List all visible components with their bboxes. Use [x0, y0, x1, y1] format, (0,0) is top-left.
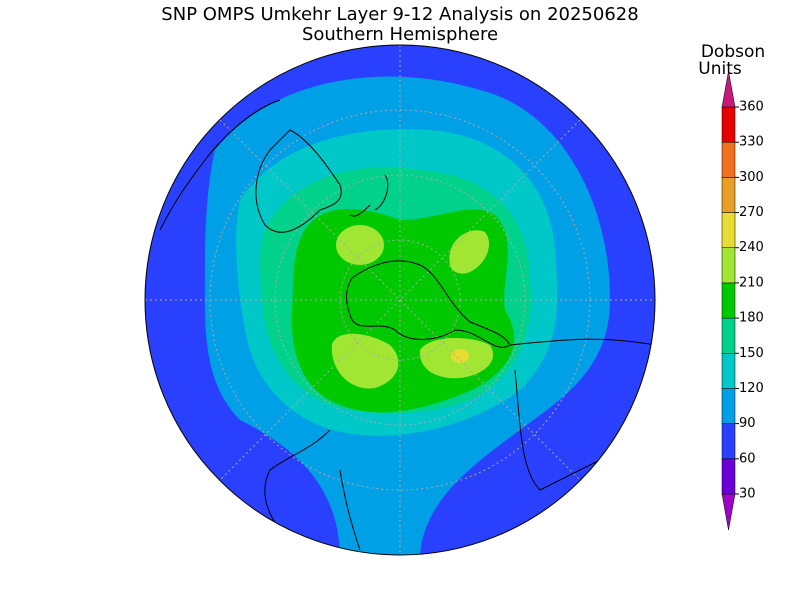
colorbar-tick-label: 30 [739, 487, 756, 502]
colorbar-tick-label: 330 [739, 135, 764, 150]
map [145, 45, 655, 555]
colorbar-segment [721, 353, 736, 389]
map-border [144, 44, 656, 556]
band-210-240 [336, 225, 384, 265]
colorbar-tick-label: 120 [739, 381, 764, 396]
band-210-240 [331, 333, 399, 389]
colorbar-tick-label: 60 [739, 451, 756, 466]
colorbar-tick-label: 90 [739, 416, 756, 431]
legend-title: Dobson [701, 42, 765, 62]
band-240-270 [451, 349, 469, 363]
legend-title: Units [698, 59, 742, 79]
colorbar-tick-label: 270 [739, 205, 764, 220]
colorbar-tick-label: 150 [739, 346, 764, 361]
colorbar-segment [721, 317, 736, 354]
coastlines [159, 99, 655, 551]
colorbar: 30 60 90 120 150 180 210 240 270 300 330 360 [721, 70, 764, 531]
colorbar-segment [721, 423, 736, 460]
colorbar-segment [721, 247, 736, 284]
colorbar-segment [721, 141, 736, 178]
colorbar-triangle [721, 70, 736, 108]
colorbar-segment [721, 458, 736, 495]
subtitle: Southern Hemisphere [302, 24, 498, 45]
colorbar-segment [721, 106, 736, 143]
colorbar-tick-label: 240 [739, 240, 764, 255]
graticule [145, 45, 655, 555]
colorbar-tick-label: 300 [739, 170, 764, 185]
colorbar-tick-label: 210 [739, 275, 764, 290]
title: SNP OMPS Umkehr Layer 9-12 Analysis on 2… [161, 4, 638, 25]
colorbar-segment [721, 388, 736, 424]
colorbar-segment [721, 212, 736, 248]
colorbar-segment [721, 177, 736, 213]
colorbar-tick-label: 180 [739, 311, 764, 326]
colorbar-tick-label: 360 [739, 100, 764, 115]
colorbar-segment [721, 282, 736, 319]
